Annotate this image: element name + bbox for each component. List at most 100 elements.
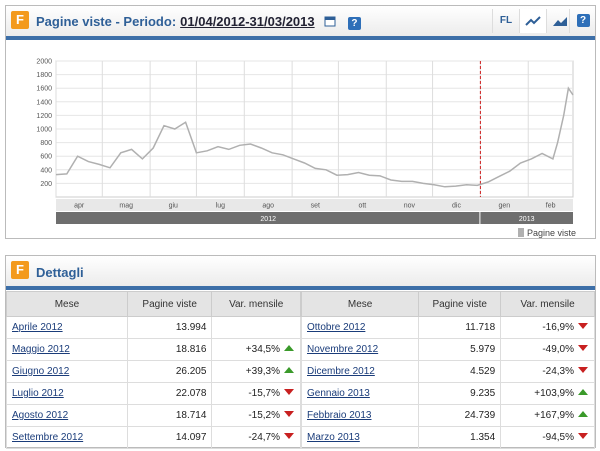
page-views: 24.739 [418,404,502,427]
panel-header: F Dettagli [6,256,595,290]
page-views: 18.714 [126,404,213,427]
month-link[interactable]: Novembre 2012 [300,338,420,361]
year-label: 2012 [260,216,276,223]
column-header: Var. mensile [211,291,301,317]
change-value: +103,9% [534,388,574,399]
details-panel: F Dettagli Mese Pagine viste Var. mensile A… [5,255,596,449]
y-tick-label: 2000 [36,59,52,66]
y-tick-label: 600 [40,154,52,161]
page-views: 9.235 [418,382,502,405]
monthly-change: -49,0% [500,338,595,361]
calendar-icon[interactable] [324,15,336,27]
period-link[interactable]: 01/04/2012-31/03/2013 [180,14,315,29]
page-views: 14.097 [126,426,213,449]
month-link[interactable]: Aprile 2012 [6,316,128,339]
monthly-change: -24,7% [211,426,301,449]
monthly-change: -16,9% [500,316,595,339]
table-row: Maggio 2012 18.816 +34,5% [6,338,301,361]
change-value: -24,3% [542,366,574,377]
page-views: 13.994 [126,316,213,339]
logo-icon: F [11,11,29,29]
y-tick-label: 1200 [36,113,52,120]
trend-up-icon [284,367,294,373]
page-views: 4.529 [418,360,502,383]
y-tick-label: 1000 [36,127,52,134]
y-tick-label: 800 [40,140,52,147]
panel-header: F Pagine viste - Periodo: 01/04/2012-31/0… [6,6,595,40]
column-header: Pagine viste [126,291,213,317]
legend-label: Pagine viste [527,228,576,238]
page-views: 11.718 [418,316,502,339]
table-row: Giugno 2012 26.205 +39,3% [6,360,301,383]
page-views: 1.354 [418,426,502,449]
page-views: 18.816 [126,338,213,361]
y-tick-label: 200 [40,181,52,188]
change-value: -16,9% [542,322,574,333]
panel-title: Dettagli [36,265,84,280]
table-row: Marzo 2013 1.354 -94,5% [300,426,595,449]
x-tick-label: gen [498,203,510,210]
month-link[interactable]: Giugno 2012 [6,360,128,383]
table-row: Novembre 2012 5.979 -49,0% [300,338,595,361]
change-value: -24,7% [248,432,280,443]
trend-down-icon [284,433,294,439]
table-row: Gennaio 2013 9.235 +103,9% [300,382,595,405]
trend-up-icon [578,389,588,395]
panel-title: Pagine viste - Periodo: 01/04/2012-31/03/… [36,14,361,30]
trend-up-icon [578,411,588,417]
title: Pagine viste - Periodo: [36,14,177,29]
year-label: 2013 [519,216,535,223]
monthly-change: +167,9% [500,404,595,427]
month-link[interactable]: Ottobre 2012 [300,316,420,339]
x-tick-label: feb [546,203,556,210]
x-tick-label: giu [169,203,178,210]
month-link[interactable]: Gennaio 2013 [300,382,420,405]
month-link[interactable]: Settembre 2012 [6,426,128,449]
details-table-left: Mese Pagine viste Var. mensile Aprile 2012 1… [6,291,301,449]
trend-down-icon [284,389,294,395]
month-link[interactable]: Maggio 2012 [6,338,128,361]
x-tick-label: ago [262,203,274,210]
x-tick-label: apr [74,203,85,210]
x-tick-label: dic [452,203,461,210]
y-tick-label: 1600 [36,86,52,93]
fl-button[interactable]: FL [492,9,519,33]
monthly-change: +39,3% [211,360,301,383]
change-value: +39,3% [245,366,280,377]
x-tick-label: set [311,203,320,210]
header-row: Mese Pagine viste Var. mensile [300,291,595,317]
monthly-change: -24,3% [500,360,595,383]
monthly-change: -15,2% [211,404,301,427]
change-value: -15,2% [248,410,280,421]
table-row: Settembre 2012 14.097 -24,7% [6,426,301,449]
help-icon[interactable]: ? [347,17,361,30]
legend-swatch [518,228,524,237]
chart-panel: F Pagine viste - Periodo: 01/04/2012-31/0… [5,5,596,239]
month-link[interactable]: Agosto 2012 [6,404,128,427]
trend-down-icon [284,411,294,417]
monthly-change: -94,5% [500,426,595,449]
line-button[interactable] [519,9,546,33]
table-row: Agosto 2012 18.714 -15,2% [6,404,301,427]
page-views: 5.979 [418,338,502,361]
x-tick-label: ott [358,203,366,210]
column-header: Mese [6,291,128,317]
details-table-right: Mese Pagine viste Var. mensile Ottobre 2012… [300,291,595,449]
month-link[interactable]: Febbraio 2013 [300,404,420,427]
y-tick-label: 400 [40,167,52,174]
trend-down-icon [578,367,588,373]
month-link[interactable]: Dicembre 2012 [300,360,420,383]
monthly-change: -15,7% [211,382,301,405]
table-row: Dicembre 2012 4.529 -24,3% [300,360,595,383]
line [55,86,574,188]
area-button[interactable] [546,9,573,33]
month-link[interactable]: Marzo 2013 [300,426,420,449]
month-link[interactable]: Luglio 2012 [6,382,128,405]
x-tick-label: lug [216,203,225,210]
monthly-change: +34,5% [211,338,301,361]
table-row: Aprile 2012 13.994 [6,316,301,339]
trend-down-icon [578,433,588,439]
help-button[interactable]: ? [569,9,596,33]
header-row: Mese Pagine viste Var. mensile [6,291,301,317]
